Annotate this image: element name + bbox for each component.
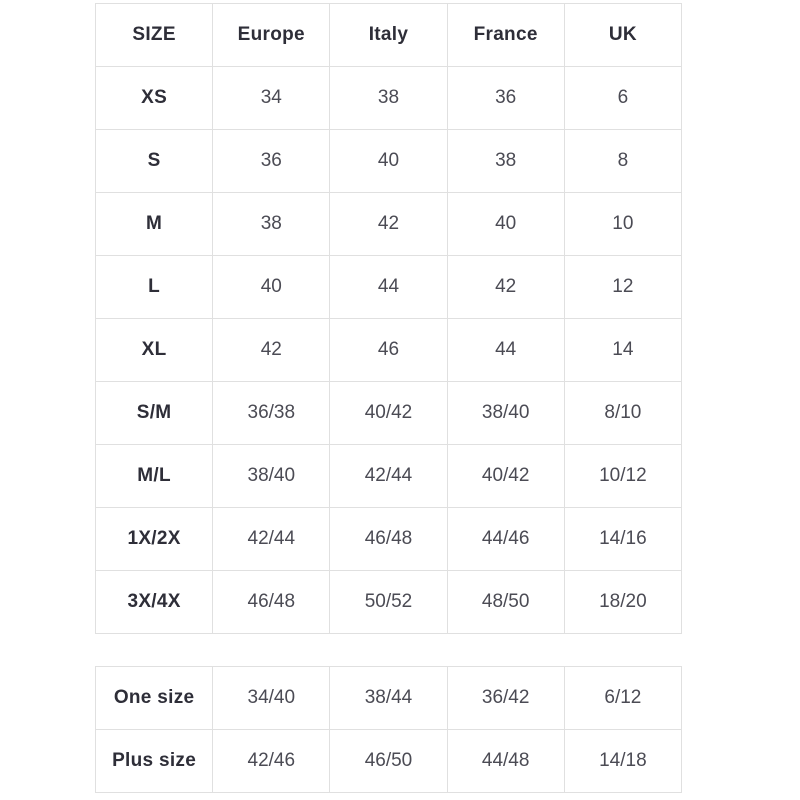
size-value-cell: 46: [329, 318, 448, 382]
table-row: Plus size 42/46 46/50 44/48 14/18: [94, 729, 683, 793]
size-conversion-table: SIZE Europe Italy France UK XS 34 38 36 6 S 36 40 38 8…: [94, 3, 683, 634]
table-row: 3X/4X 46/48 50/52 48/50 18/20: [94, 570, 683, 634]
size-label-cell: S/M: [94, 381, 214, 445]
size-label-cell: XL: [94, 318, 214, 382]
size-value-cell: 44: [446, 318, 565, 382]
size-value-cell: 38/40: [212, 444, 331, 508]
size-value-cell: 34/40: [212, 666, 331, 730]
size-value-cell: 6: [563, 66, 683, 130]
size-value-cell: 40/42: [446, 444, 565, 508]
size-value-cell: 42: [446, 255, 565, 319]
size-value-cell: 42: [329, 192, 448, 256]
size-value-cell: 38: [446, 129, 565, 193]
size-label-cell: Plus size: [94, 729, 214, 793]
table-row: S 36 40 38 8: [94, 129, 683, 193]
one-size-plus-size-table: One size 34/40 38/44 36/42 6/12 Plus size 42/4…: [94, 666, 683, 793]
size-value-cell: 42: [212, 318, 331, 382]
size-value-cell: 8/10: [563, 381, 683, 445]
size-value-cell: 50/52: [329, 570, 448, 634]
size-value-cell: 44/48: [446, 729, 565, 793]
size-value-cell: 40: [212, 255, 331, 319]
size-value-cell: 38/40: [446, 381, 565, 445]
column-header: France: [446, 3, 565, 67]
size-value-cell: 8: [563, 129, 683, 193]
size-label-cell: S: [94, 129, 214, 193]
size-value-cell: 10: [563, 192, 683, 256]
size-value-cell: 14/18: [563, 729, 683, 793]
size-value-cell: 44/46: [446, 507, 565, 571]
table-row: One size 34/40 38/44 36/42 6/12: [94, 666, 683, 730]
size-value-cell: 12: [563, 255, 683, 319]
size-value-cell: 36/42: [446, 666, 565, 730]
table-row: L 40 44 42 12: [94, 255, 683, 319]
size-value-cell: 6/12: [563, 666, 683, 730]
column-header: Europe: [212, 3, 331, 67]
size-value-cell: 10/12: [563, 444, 683, 508]
size-value-cell: 42/44: [212, 507, 331, 571]
size-value-cell: 38: [329, 66, 448, 130]
size-value-cell: 36: [446, 66, 565, 130]
size-value-cell: 40: [446, 192, 565, 256]
size-value-cell: 42/46: [212, 729, 331, 793]
table-row: S/M 36/38 40/42 38/40 8/10: [94, 381, 683, 445]
table-row: 1X/2X 42/44 46/48 44/46 14/16: [94, 507, 683, 571]
size-value-cell: 42/44: [329, 444, 448, 508]
size-value-cell: 46/48: [329, 507, 448, 571]
size-value-cell: 38/44: [329, 666, 448, 730]
special-size-table: One size 34/40 38/44 36/42 6/12 Plus size 42/4…: [94, 666, 683, 793]
table-row: XS 34 38 36 6: [94, 66, 683, 130]
size-value-cell: 40/42: [329, 381, 448, 445]
column-header: SIZE: [94, 3, 214, 67]
size-value-cell: 44: [329, 255, 448, 319]
size-value-cell: 36/38: [212, 381, 331, 445]
size-value-cell: 46/50: [329, 729, 448, 793]
size-value-cell: 36: [212, 129, 331, 193]
size-label-cell: 3X/4X: [94, 570, 214, 634]
size-label-cell: One size: [94, 666, 214, 730]
size-value-cell: 14: [563, 318, 683, 382]
size-label-cell: L: [94, 255, 214, 319]
size-value-cell: 18/20: [563, 570, 683, 634]
size-value-cell: 48/50: [446, 570, 565, 634]
size-value-cell: 34: [212, 66, 331, 130]
size-label-cell: M/L: [94, 444, 214, 508]
size-label-cell: 1X/2X: [94, 507, 214, 571]
column-header: Italy: [329, 3, 448, 67]
table-row: M/L 38/40 42/44 40/42 10/12: [94, 444, 683, 508]
main-size-table: SIZE Europe Italy France UK XS 34 38 36 6 S 36 40 38 8…: [94, 3, 683, 634]
size-value-cell: 46/48: [212, 570, 331, 634]
table-row: XL 42 46 44 14: [94, 318, 683, 382]
header-row: SIZE Europe Italy France UK: [94, 3, 683, 67]
size-value-cell: 40: [329, 129, 448, 193]
size-value-cell: 38: [212, 192, 331, 256]
table-row: M 38 42 40 10: [94, 192, 683, 256]
size-label-cell: XS: [94, 66, 214, 130]
size-value-cell: 14/16: [563, 507, 683, 571]
size-label-cell: M: [94, 192, 214, 256]
column-header: UK: [563, 3, 683, 67]
